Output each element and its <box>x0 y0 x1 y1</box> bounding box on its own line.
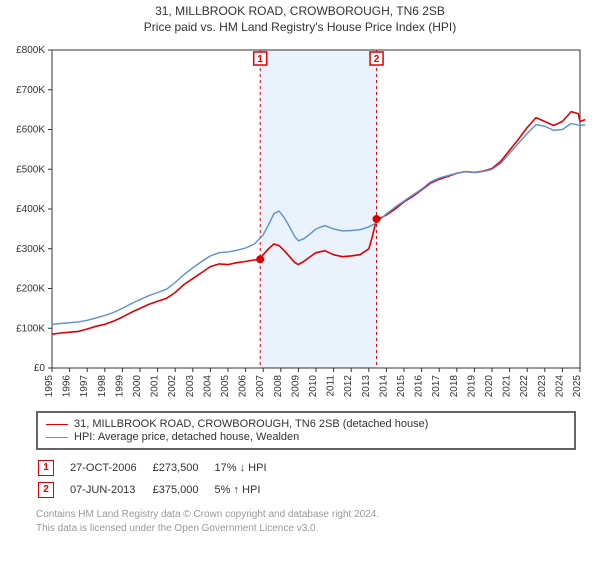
svg-text:2015: 2015 <box>396 375 407 398</box>
sale-delta: 5% ↑ HPI <box>215 480 281 500</box>
svg-text:1995: 1995 <box>44 375 55 398</box>
legend-label-property: 31, MILLBROOK ROAD, CROWBOROUGH, TN6 2SB… <box>74 418 428 430</box>
svg-text:£0: £0 <box>34 363 46 374</box>
sale-marker-cell: 1 <box>38 458 68 478</box>
svg-text:2016: 2016 <box>414 375 425 398</box>
svg-text:2019: 2019 <box>466 375 477 398</box>
attribution-line: Contains HM Land Registry data © Crown c… <box>36 508 576 522</box>
svg-text:2012: 2012 <box>343 375 354 398</box>
svg-text:£700K: £700K <box>16 85 45 96</box>
svg-text:2013: 2013 <box>361 375 372 398</box>
svg-text:2021: 2021 <box>502 375 513 398</box>
svg-text:2: 2 <box>374 54 380 65</box>
svg-text:2001: 2001 <box>150 375 161 398</box>
price-chart: £0 £100K £200K £300K £400K £500K £600K £700K £80… <box>8 42 592 405</box>
svg-text:1999: 1999 <box>114 375 125 398</box>
attribution: Contains HM Land Registry data © Crown c… <box>36 508 576 535</box>
svg-text:£300K: £300K <box>16 244 45 255</box>
svg-text:1996: 1996 <box>62 375 73 398</box>
sale-price: £375,000 <box>153 480 213 500</box>
svg-text:2024: 2024 <box>554 375 565 398</box>
svg-text:2025: 2025 <box>572 375 583 398</box>
svg-text:2008: 2008 <box>273 375 284 398</box>
legend-label-hpi: HPI: Average price, detached house, Weal… <box>74 431 299 443</box>
svg-text:2009: 2009 <box>290 375 301 398</box>
sales-table: 1 27-OCT-2006 £273,500 17% ↓ HPI 2 07-JU… <box>36 456 283 502</box>
sale-price: £273,500 <box>153 458 213 478</box>
svg-text:2007: 2007 <box>255 375 266 398</box>
legend-swatch-hpi <box>46 437 68 438</box>
table-row: 2 07-JUN-2013 £375,000 5% ↑ HPI <box>38 480 281 500</box>
sale-delta: 17% ↓ HPI <box>215 458 281 478</box>
svg-text:2005: 2005 <box>220 375 231 398</box>
svg-text:2006: 2006 <box>238 375 249 398</box>
svg-text:£800K: £800K <box>16 45 45 56</box>
svg-text:2004: 2004 <box>202 375 213 398</box>
sale-marker-icon: 2 <box>38 482 54 498</box>
page-subtitle: Price paid vs. HM Land Registry's House … <box>0 20 600 34</box>
svg-text:2003: 2003 <box>185 375 196 398</box>
sale-marker-icon: 1 <box>38 460 54 476</box>
svg-text:2018: 2018 <box>449 375 460 398</box>
svg-text:£100K: £100K <box>16 323 45 334</box>
page-title: 31, MILLBROOK ROAD, CROWBOROUGH, TN6 2SB <box>0 4 600 18</box>
attribution-line: This data is licensed under the Open Gov… <box>36 522 576 536</box>
svg-text:2014: 2014 <box>378 375 389 398</box>
svg-text:£600K: £600K <box>16 125 45 136</box>
legend-row-property: 31, MILLBROOK ROAD, CROWBOROUGH, TN6 2SB… <box>46 418 566 430</box>
svg-text:2010: 2010 <box>308 375 319 398</box>
svg-text:2023: 2023 <box>537 375 548 398</box>
sale-date: 07-JUN-2013 <box>70 480 151 500</box>
svg-text:£400K: £400K <box>16 204 45 215</box>
svg-text:2000: 2000 <box>132 375 143 398</box>
svg-text:2011: 2011 <box>326 375 337 397</box>
svg-text:£200K: £200K <box>16 284 45 295</box>
svg-text:£500K: £500K <box>16 164 45 175</box>
sale-date: 27-OCT-2006 <box>70 458 151 478</box>
legend-row-hpi: HPI: Average price, detached house, Weal… <box>46 431 566 443</box>
legend: 31, MILLBROOK ROAD, CROWBOROUGH, TN6 2SB… <box>36 411 576 450</box>
svg-text:1: 1 <box>257 54 263 65</box>
svg-text:2020: 2020 <box>484 375 495 398</box>
chart-svg: £0 £100K £200K £300K £400K £500K £600K £700K £80… <box>8 42 592 402</box>
table-row: 1 27-OCT-2006 £273,500 17% ↓ HPI <box>38 458 281 478</box>
svg-text:1998: 1998 <box>97 375 108 398</box>
legend-swatch-property <box>46 424 68 425</box>
sale-marker-cell: 2 <box>38 480 68 500</box>
svg-text:1997: 1997 <box>79 375 90 398</box>
svg-text:2017: 2017 <box>431 375 442 398</box>
svg-text:2022: 2022 <box>519 375 530 398</box>
svg-text:2002: 2002 <box>167 375 178 398</box>
